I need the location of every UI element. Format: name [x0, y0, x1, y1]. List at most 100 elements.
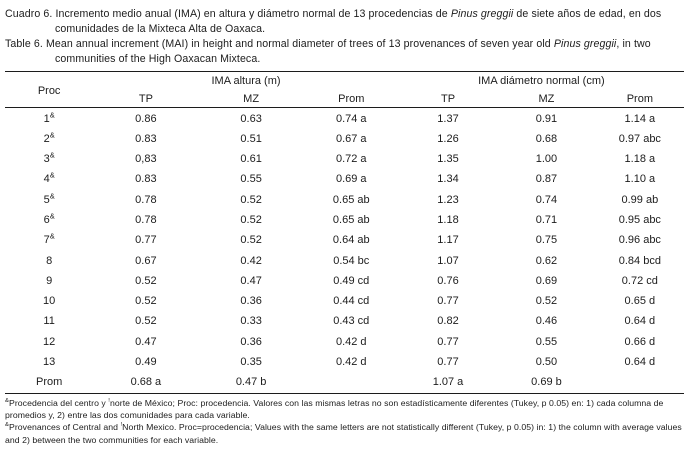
footnote-marker: & — [49, 211, 55, 221]
cell-value: 0.52 — [240, 214, 262, 226]
cell-value: 0.46 — [535, 315, 558, 328]
cell-value: 0.78 — [135, 214, 157, 226]
cell-value: 0.69 — [535, 274, 558, 287]
sub-header-row: TP MZ Prom TP MZ Prom — [5, 90, 684, 109]
caption-english: Table 6. Mean annual increment (MAI) in … — [5, 37, 684, 66]
table-row: 1& 0.86 0.63 0.74 a 1.37 0.91 1.14 a — [5, 108, 684, 129]
cell-value: 0.55 — [240, 173, 262, 186]
increment-table: Proc IMA altura (m) IMA diámetro normal … — [5, 71, 684, 394]
caption-english-text-end: , in two communities of the High Oaxacan… — [55, 38, 651, 65]
cell-value: 1.10 a — [624, 173, 656, 186]
cell-value: 0.76 — [437, 274, 459, 287]
cell-value: 0.77 — [437, 335, 459, 348]
column-header-mz-diameter: MZ — [497, 90, 596, 109]
table-row: 5& 0.78 0.52 0.65 ab 1.23 0.74 0.99 ab — [5, 190, 684, 210]
cell-value: 0.65 d — [624, 295, 656, 308]
cell-value: 0.86 — [135, 112, 157, 125]
cell-value: 0.52 — [535, 295, 558, 308]
table-row: 8 0.67 0.42 0.54 bc 1.07 0.62 0.84 bcd — [5, 250, 684, 270]
table-row: 4& 0.83 0.55 0.69 a 1.34 0.87 1.10 a — [5, 169, 684, 189]
group-header-row: Proc IMA altura (m) IMA diámetro normal … — [5, 71, 684, 109]
cell-value: 0.52 — [240, 193, 262, 206]
cell-value: 0.64 d — [624, 356, 656, 369]
cell-value: 0.61 — [240, 153, 262, 166]
cell-value: 0.44 cd — [333, 295, 370, 308]
cell-value: 1.00 — [535, 153, 558, 166]
footnote-spanish: &Procedencia del centro y !norte de Méxi… — [5, 397, 664, 420]
cell-value: 0.91 — [535, 112, 558, 125]
cell-value: 0.72 cd — [621, 274, 658, 287]
cell-value: 0.42 — [240, 254, 262, 267]
cell-proc: 12 — [43, 335, 56, 348]
cell-value: 0.75 — [535, 234, 558, 247]
cell-value: 1.18 — [437, 214, 459, 226]
cell-value: 0.49 — [135, 356, 157, 369]
cell-value: 0.43 cd — [333, 315, 370, 328]
cell-value: 0.77 — [437, 356, 459, 369]
cell-value: 0.77 — [437, 295, 459, 308]
cell-value: 0.97 abc — [618, 132, 661, 145]
table-row: 13 0.49 0.35 0.42 d 0.77 0.50 0.64 d — [5, 352, 684, 372]
column-header-proc: Proc — [5, 71, 94, 109]
cell-value: 0.87 — [535, 173, 558, 186]
cell-value: 1.23 — [437, 193, 459, 206]
cell-value: 1.26 — [437, 132, 459, 145]
cell-value: 0.67 — [135, 254, 157, 267]
cell-value: 0.47 — [240, 274, 262, 287]
group-header-diameter: IMA diámetro normal (cm) — [478, 75, 605, 88]
cell-value: 1.14 a — [624, 112, 656, 125]
cell-value: 0.74 — [535, 193, 558, 206]
column-header-prom-height: Prom — [303, 90, 399, 109]
table-header: Proc IMA altura (m) IMA diámetro normal … — [5, 71, 684, 109]
footnote-marker: & — [5, 422, 9, 429]
cell-proc: 5& — [43, 191, 55, 206]
column-header-tp-diameter: TP — [398, 90, 498, 109]
species-name-italic: Pinus greggii — [450, 8, 514, 20]
cell-value: 0.77 — [135, 234, 157, 247]
footnote-marker: & — [49, 130, 55, 140]
footnote-marker: & — [49, 231, 55, 241]
cell-value: 0.68 a — [130, 376, 162, 389]
group-header-height: IMA altura (m) — [211, 75, 281, 88]
cell-proc: Prom — [35, 376, 63, 389]
cell-proc: 3& — [43, 150, 55, 166]
cell-value — [304, 372, 399, 393]
cell-value: 0.95 abc — [618, 214, 661, 226]
cell-value: 0.52 — [240, 234, 262, 247]
cell-value: 0.52 — [135, 315, 157, 328]
cell-value: 0.71 — [535, 214, 558, 226]
cell-value: 0.42 d — [335, 356, 367, 369]
cell-proc: 2& — [43, 130, 55, 145]
cell-value: 1.37 — [437, 112, 459, 125]
cell-proc: 13 — [43, 356, 56, 369]
column-header-mz-height: MZ — [198, 90, 304, 109]
footnote-marker: & — [49, 170, 55, 180]
cell-value: 0.65 ab — [332, 214, 370, 226]
cell-value: 0.52 — [135, 295, 157, 308]
footnote-marker: ! — [108, 397, 110, 404]
cell-value: 0.62 — [535, 254, 558, 267]
footnote-english: &Provenances of Central and !North Mexic… — [5, 422, 682, 445]
cell-value: 0.83 — [135, 173, 157, 186]
cell-value: 0.96 abc — [618, 234, 661, 247]
footnote-marker: & — [49, 150, 55, 160]
footnote-marker: & — [5, 397, 9, 404]
caption-spanish: Cuadro 6. Incremento medio anual (IMA) e… — [5, 7, 684, 36]
cell-value: 0.33 — [240, 315, 262, 328]
table-row: 3& 0,83 0.61 0.72 a 1.35 1.00 1.18 a — [5, 149, 684, 169]
cell-proc: 1& — [43, 109, 55, 125]
cell-value: 0.49 cd — [333, 274, 370, 287]
table-row: 2& 0.83 0.51 0.67 a 1.26 0.68 0.97 abc — [5, 129, 684, 149]
cell-value: 0.52 — [135, 274, 157, 287]
table-row: 10 0.52 0.36 0.44 cd 0.77 0.52 0.65 d — [5, 291, 684, 311]
cell-value: 0.35 — [240, 356, 262, 369]
table-row: 12 0.47 0.36 0.42 d 0.77 0.55 0.66 d — [5, 332, 684, 352]
cell-value: 0.74 a — [335, 112, 367, 125]
footnote-marker: & — [49, 191, 55, 201]
table-row: 11 0.52 0.33 0.43 cd 0.82 0.46 0.64 d — [5, 311, 684, 331]
cell-value: 0.99 ab — [621, 193, 659, 206]
cell-proc: 7& — [43, 231, 55, 247]
cell-value: 0.50 — [535, 356, 558, 369]
cell-proc: 4& — [43, 170, 55, 186]
